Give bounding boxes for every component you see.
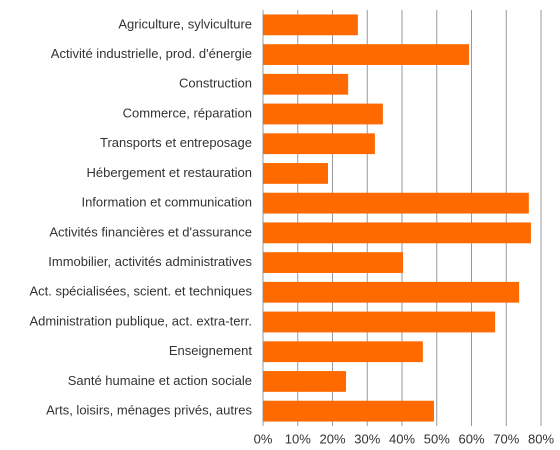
x-tick-label: 50% [424, 431, 450, 446]
bar [263, 163, 328, 184]
y-tick-label: Hébergement et restauration [87, 165, 252, 180]
x-tick-label: 80% [528, 431, 554, 446]
bar [263, 281, 520, 303]
y-tick-label: Transports et entreposage [100, 135, 252, 150]
x-tick-label: 60% [458, 431, 484, 446]
y-tick-label: Agriculture, sylviculture [118, 16, 252, 31]
y-tick-label: Arts, loisirs, ménages privés, autres [46, 403, 252, 418]
bar [263, 222, 531, 244]
y-tick-label: Commerce, réparation [123, 105, 252, 120]
bar [263, 192, 529, 214]
y-tick-label: Enseignement [169, 343, 252, 358]
x-tick-label: 30% [354, 431, 380, 446]
y-tick-label: Act. spécialisées, scient. et techniques [29, 284, 252, 299]
y-tick-label: Immobilier, activités administratives [48, 254, 252, 269]
bar [263, 73, 349, 95]
bar [263, 44, 470, 65]
y-tick-label: Information et communication [81, 195, 252, 210]
bar [263, 400, 434, 422]
y-tick-label: Activités financières et d'assurance [49, 224, 252, 239]
bar [263, 14, 358, 36]
x-tick-label: 40% [389, 431, 415, 446]
bar [263, 311, 496, 333]
x-tick-label: 70% [493, 431, 519, 446]
y-tick-label: Administration publique, act. extra-terr… [29, 313, 252, 328]
bar [263, 371, 347, 392]
bar [263, 133, 375, 155]
y-tick-label: Construction [179, 76, 252, 91]
y-tick-label: Activité industrielle, prod. d'énergie [51, 46, 252, 61]
x-tick-label: 10% [285, 431, 311, 446]
bar [263, 103, 383, 125]
bar [263, 252, 404, 273]
bar [263, 341, 423, 363]
x-tick-label: 0% [254, 431, 273, 446]
y-tick-label: Santé humaine et action sociale [68, 373, 252, 388]
x-tick-label: 20% [319, 431, 345, 446]
